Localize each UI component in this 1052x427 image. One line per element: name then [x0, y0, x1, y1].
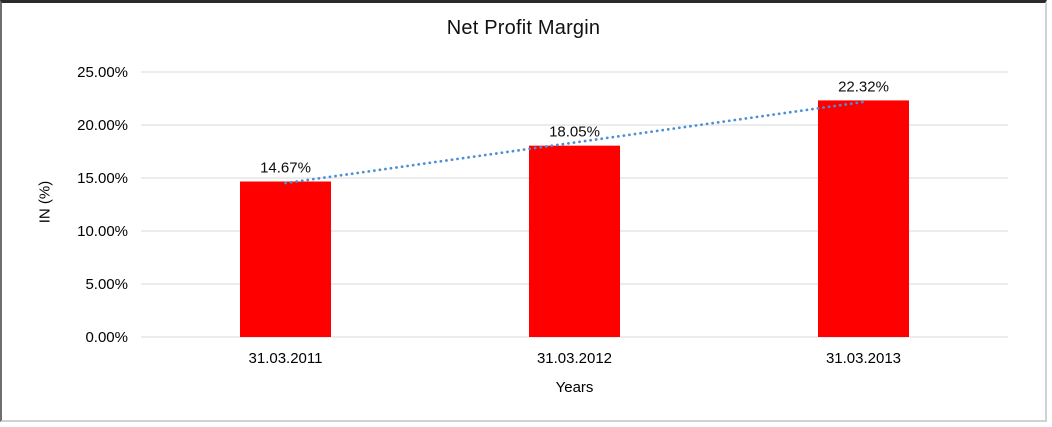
data-label: 14.67% [260, 159, 311, 176]
y-tick-label: 10.00% [77, 223, 128, 240]
bar [529, 145, 620, 337]
chart-title: Net Profit Margin [446, 17, 601, 39]
x-category-label: 31.03.2012 [537, 350, 612, 367]
y-tick-label: 0.00% [85, 329, 128, 346]
data-label: 18.05% [549, 124, 600, 141]
y-tick-label: 25.00% [77, 64, 128, 81]
y-axis-title: IN (%) [36, 180, 54, 224]
y-tick-label: 5.00% [85, 276, 128, 293]
x-category-label: 31.03.2013 [826, 350, 901, 367]
bar-chart-plot: 0.00% 5.00% 10.00% 15.00% 20.00% 25.00% 14.67%… [77, 64, 1008, 367]
x-axis-title: Years [555, 379, 594, 396]
y-tick-label: 15.00% [77, 170, 128, 187]
y-tick-label: 20.00% [77, 117, 128, 134]
x-category-label: 31.03.2011 [249, 350, 323, 367]
bar [818, 100, 909, 338]
data-label: 22.32% [838, 78, 889, 95]
trendline [284, 100, 865, 185]
bar [240, 181, 331, 337]
